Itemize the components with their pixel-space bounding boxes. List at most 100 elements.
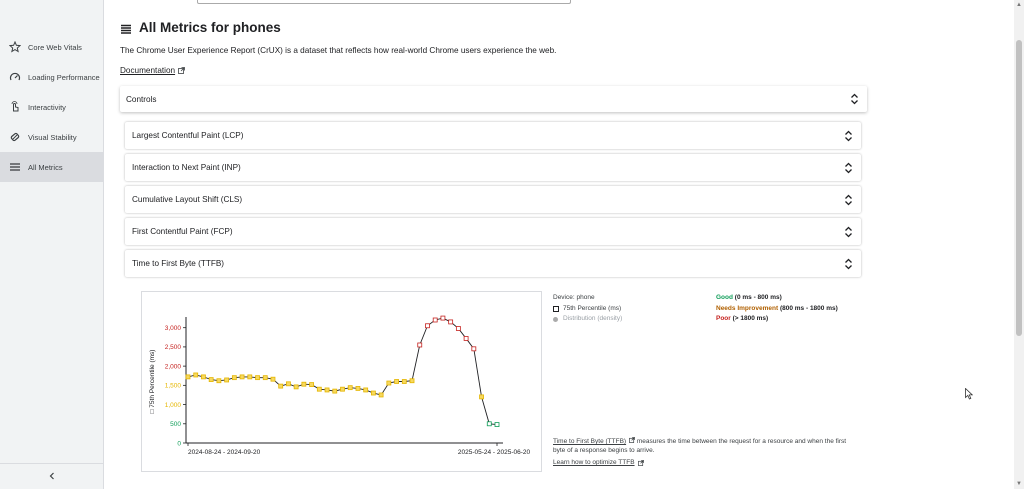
threshold-ni: Needs Improvement (800 ms - 1800 ms): [716, 304, 838, 312]
data-point: [309, 382, 315, 387]
data-point: [231, 375, 237, 381]
data-point: [378, 392, 384, 398]
data-point: [255, 375, 260, 381]
chevron-left-icon: [49, 472, 54, 480]
external-link-icon: [637, 459, 644, 466]
data-point: [479, 394, 484, 400]
sidebar-item-interactivity[interactable]: Interactivity: [0, 92, 104, 122]
scroll-up-icon[interactable]: ▲: [1016, 2, 1022, 8]
data-point: [278, 383, 284, 389]
star-icon: [9, 41, 21, 53]
y-tick-label: 500: [170, 421, 181, 428]
data-point: [432, 317, 438, 323]
page-title: All Metrics for phones: [120, 20, 281, 35]
page-heading: All Metrics for phones: [139, 20, 281, 35]
legend-p75-label: 75th Percentile (ms): [563, 304, 622, 312]
ttfb-doc-link[interactable]: Time to First Byte (TTFB): [553, 438, 627, 445]
y-tick-label: 0: [177, 440, 181, 447]
chart-svg: 0 500 1,000 1,500 2,000 2,500 3,000 □ 75th Perc…: [149, 315, 531, 456]
data-point: [409, 378, 415, 384]
accordion-ttfb[interactable]: Time to First Byte (TTFB): [125, 250, 861, 277]
optimize-link-label: Learn how to optimize TTFB: [553, 459, 635, 466]
ttfb-chart: 0 500 1,000 1,500 2,000 2,500 3,000 □ 75th Perc…: [141, 291, 542, 472]
threshold-legend: Good (0 ms - 800 ms) Needs Improvement (…: [716, 293, 838, 325]
data-point: [185, 374, 191, 380]
expand-icon: [845, 226, 852, 237]
accordion-label: Interaction to Next Paint (INP): [132, 163, 241, 172]
external-link-icon: [178, 67, 185, 74]
stability-icon: [9, 131, 21, 143]
data-point: [286, 381, 291, 387]
data-point: [270, 376, 276, 382]
description-text: measures the time between the request fo…: [553, 438, 847, 454]
data-point: [316, 386, 322, 392]
dot-marker-icon: [553, 316, 558, 322]
scrollbar[interactable]: ▲ ▼: [1014, 0, 1024, 489]
data-point: [208, 377, 214, 382]
accordion-cls[interactable]: Cumulative Layout Shift (CLS): [125, 186, 861, 213]
optimize-ttfb-link[interactable]: Learn how to optimize TTFB: [553, 459, 644, 466]
y-tick-label: 1,000: [165, 402, 182, 409]
data-point: [494, 422, 500, 427]
accordion-fcp[interactable]: First Contentful Paint (FCP): [125, 218, 861, 245]
touch-icon: [9, 101, 21, 113]
data-point: [247, 374, 253, 380]
data-point: [386, 380, 392, 386]
list-icon: [120, 22, 132, 34]
series-line: [187, 317, 498, 425]
sidebar-item-visual-stability[interactable]: Visual Stability: [0, 122, 104, 152]
y-axis-label: □ 75th Percentile (ms): [149, 350, 156, 414]
data-point: [324, 387, 330, 393]
data-point: [363, 387, 369, 393]
expand-icon: [845, 130, 852, 141]
expand-icon: [845, 162, 852, 173]
threshold-good: Good (0 ms - 800 ms): [716, 294, 782, 301]
sidebar-item-all-metrics[interactable]: All Metrics: [0, 152, 104, 182]
list-icon: [9, 161, 21, 173]
accordion-label: Cumulative Layout Shift (CLS): [132, 195, 243, 204]
legend-distribution[interactable]: Distribution (density): [553, 314, 622, 325]
scrollbar-thumb[interactable]: [1016, 40, 1022, 336]
sidebar-divider: [0, 463, 104, 464]
controls-accordion[interactable]: Controls: [120, 86, 867, 112]
data-point: [463, 336, 469, 341]
sidebar-item-label: All Metrics: [28, 162, 63, 172]
accordion-inp[interactable]: Interaction to Next Paint (INP): [125, 154, 861, 181]
y-tick-label: 1,500: [165, 383, 182, 390]
sidebar-item-loading-performance[interactable]: Loading Performance: [0, 62, 104, 92]
data-point: [370, 390, 376, 396]
data-point: [394, 379, 399, 384]
data-point: [486, 421, 492, 427]
documentation-link[interactable]: Documentation: [120, 66, 185, 75]
data-point: [193, 372, 199, 378]
y-tick-label: 2,000: [165, 363, 182, 370]
data-point: [347, 385, 353, 391]
search-box[interactable]: [197, 0, 571, 4]
expand-icon: [845, 194, 852, 205]
expand-icon: [851, 93, 858, 105]
legend-p75[interactable]: 75th Percentile (ms): [553, 304, 622, 315]
sidebar-item-core-web-vitals[interactable]: Core Web Vitals: [0, 32, 104, 62]
metric-description: Time to First Byte (TTFB) measures the t…: [553, 437, 853, 455]
data-point: [201, 374, 206, 380]
data-point: [355, 386, 361, 391]
data-point: [262, 375, 268, 381]
scroll-down-icon[interactable]: ▼: [1016, 481, 1022, 487]
legend-device: Device: phone: [553, 294, 595, 301]
accordion-label: Time to First Byte (TTFB): [132, 259, 225, 268]
data-point: [401, 379, 407, 384]
data-point: [239, 374, 245, 380]
sidebar: Core Web Vitals Loading Performance Inte…: [0, 0, 104, 489]
sidebar-item-label: Interactivity: [28, 102, 66, 112]
sidebar-item-label: Core Web Vitals: [28, 42, 82, 52]
accordion-lcp[interactable]: Largest Contentful Paint (LCP): [125, 122, 861, 149]
external-link-icon: [629, 437, 635, 443]
square-marker-icon: [553, 305, 559, 312]
data-point: [293, 384, 299, 390]
data-point: [301, 381, 307, 387]
mouse-cursor-icon: [965, 388, 973, 400]
speedometer-icon: [9, 71, 21, 83]
expand-icon: [845, 258, 852, 269]
collapse-sidebar-button[interactable]: [46, 470, 58, 482]
data-point: [332, 388, 338, 394]
